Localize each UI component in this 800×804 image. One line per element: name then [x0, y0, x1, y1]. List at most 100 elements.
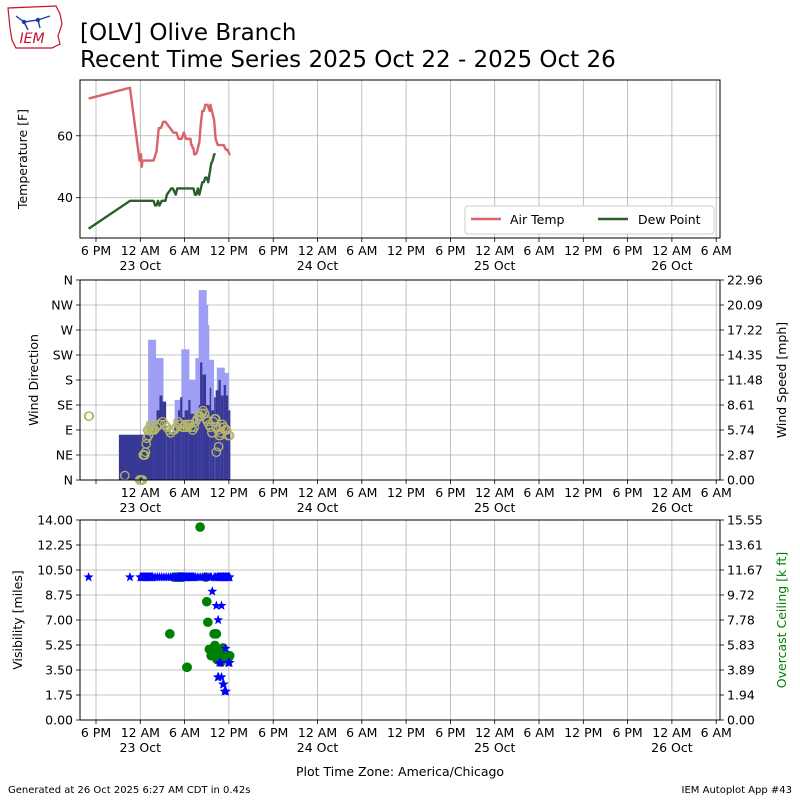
- visibility-marker: [224, 657, 235, 668]
- wind-direction-marker: [211, 447, 222, 458]
- x-tick-label: 12 AM: [475, 243, 514, 258]
- app-note: IEM Autoplot App #43: [682, 785, 792, 796]
- wind-direction-marker: [224, 430, 235, 441]
- x-tick-label: 12 AM: [298, 243, 337, 258]
- y2-tick-label: 3.89: [727, 663, 755, 678]
- visibility-marker: [221, 686, 231, 696]
- y2-axis-label: Overcast Ceiling [k ft]: [774, 552, 789, 688]
- logo-text: IEM: [19, 31, 44, 47]
- wind-speed-bar: [220, 395, 224, 480]
- wind-speed-bar: [177, 410, 181, 480]
- x-date-label: 23 Oct: [120, 500, 162, 515]
- x-tick-label: 12 AM: [298, 485, 337, 500]
- y2-tick-label: 5.83: [727, 638, 755, 653]
- y2-tick-label: 0.00: [727, 473, 755, 488]
- legend-air-temp-label: Air Temp: [510, 212, 565, 227]
- x-tick-label: 12 AM: [121, 725, 160, 740]
- x-tick-label: 12 PM: [564, 485, 602, 500]
- x-tick-label: 12 PM: [387, 725, 425, 740]
- x-tick-label: 6 AM: [523, 725, 554, 740]
- x-tick-label: 12 PM: [210, 485, 248, 500]
- y-tick-label: W: [61, 323, 73, 338]
- wind-direction-marker: [213, 441, 224, 452]
- x-date-label: 26 Oct: [651, 500, 693, 515]
- x-date-label: 24 Oct: [297, 258, 339, 273]
- y2-tick-label: 11.67: [727, 563, 763, 578]
- y-tick-label: E: [65, 423, 73, 438]
- plot-border: [79, 519, 721, 721]
- x-date-label: 24 Oct: [297, 500, 339, 515]
- wind-speed-bar: [159, 395, 163, 480]
- x-date-label: 25 Oct: [474, 500, 516, 515]
- x-tick-label: 6 PM: [258, 725, 288, 740]
- y-tick-label: 5.25: [45, 638, 73, 653]
- ceiling-marker: [203, 617, 213, 628]
- plot-border: [79, 279, 721, 481]
- y2-tick-label: 5.74: [727, 423, 755, 438]
- x-tick-label: 6 AM: [169, 243, 200, 258]
- x-date-label: 25 Oct: [474, 258, 516, 273]
- x-tick-label: 6 AM: [346, 243, 377, 258]
- ceiling-marker: [182, 662, 192, 673]
- x-tick-label: 6 AM: [701, 485, 732, 500]
- x-tick-label: 12 PM: [387, 485, 425, 500]
- ceiling-marker: [224, 650, 235, 661]
- x-tick-label: 12 AM: [121, 485, 160, 500]
- x-tick-label: 12 AM: [652, 725, 691, 740]
- wind-speed-bar: [209, 387, 212, 480]
- legend-box: [464, 205, 715, 235]
- wind-speed-bar: [225, 395, 229, 480]
- wind-speed-bar: [166, 430, 171, 480]
- x-tick-label: 12 PM: [210, 725, 248, 740]
- visibility-marker: [213, 614, 224, 625]
- ceiling-marker: [210, 643, 221, 653]
- wind-speed-bar: [194, 422, 199, 480]
- y2-tick-label: 13.61: [727, 538, 763, 553]
- visibility-marker: [215, 657, 226, 668]
- y-tick-label: NE: [56, 448, 73, 463]
- y-tick-label: SE: [57, 398, 73, 413]
- x-tick-label: 12 AM: [475, 485, 514, 500]
- station-dot-icon: [35, 17, 41, 23]
- visibility-ceiling-panel: 6 PM 12 AM 6 AM 12 PM 6 PM 12 AM 6 AM 12 PM 6 PM…: [10, 513, 789, 780]
- y2-tick-label: 17.22: [727, 323, 763, 338]
- x-tick-label: 6 PM: [612, 485, 642, 500]
- wind-direction-marker: [210, 414, 221, 424]
- x-tick-label: 12 PM: [564, 725, 602, 740]
- y2-tick-label: 20.09: [727, 298, 763, 313]
- x-tick-label: 6 AM: [701, 725, 732, 740]
- x-date-label: 24 Oct: [297, 740, 339, 755]
- station-dot-icon: [21, 19, 27, 25]
- y-axis-label: Wind Direction: [26, 334, 41, 426]
- wind-speed-bar: [153, 425, 157, 480]
- x-tick-label: 6 PM: [435, 243, 465, 258]
- y2-tick-label: 0.00: [727, 713, 755, 728]
- wind-panel: 12 AM 6 AM 12 PM 6 PM 12 AM 6 AM 12 PM 6 PM 12 A…: [26, 273, 789, 516]
- y-tick-label: 40: [57, 190, 73, 205]
- wind-speed-bar: [170, 432, 175, 480]
- y-tick-label: 12.25: [37, 538, 73, 553]
- y-tick-label: N: [64, 473, 73, 488]
- visibility-marker: [205, 571, 216, 582]
- y-tick-label: 14.00: [37, 513, 73, 528]
- x-tick-label: 12 PM: [210, 243, 248, 258]
- x-date-label: 23 Oct: [120, 740, 162, 755]
- x-date-label: 26 Oct: [651, 258, 693, 273]
- air-temp-line: [88, 86, 231, 168]
- wind-direction-marker: [189, 422, 200, 433]
- x-tick-label: 12 PM: [564, 243, 602, 258]
- y2-tick-label: 15.55: [727, 513, 763, 528]
- wind-speed-bar: [228, 410, 231, 480]
- visibility-marker: [125, 571, 135, 582]
- x-tick-label: 12 AM: [652, 485, 691, 500]
- visibility-marker: [216, 671, 227, 682]
- iem-logo: IEM: [7, 5, 63, 49]
- title-line-1: [OLV] Olive Branch: [80, 20, 296, 46]
- visibility-marker: [220, 643, 231, 653]
- y-tick-label: 1.75: [45, 688, 73, 703]
- y2-axis-label: Wind Speed [mph]: [774, 322, 789, 438]
- x-tick-label: 6 AM: [523, 243, 554, 258]
- ceiling-marker: [165, 629, 175, 639]
- x-tick-label: 6 PM: [612, 725, 642, 740]
